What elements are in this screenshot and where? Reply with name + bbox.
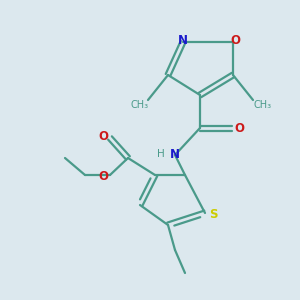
Text: S: S xyxy=(209,208,217,221)
Text: O: O xyxy=(234,122,244,134)
Text: H: H xyxy=(157,149,165,159)
Text: N: N xyxy=(178,34,188,47)
Text: O: O xyxy=(98,130,108,142)
Text: O: O xyxy=(230,34,240,47)
Text: O: O xyxy=(98,170,108,184)
Text: CH₃: CH₃ xyxy=(131,100,149,110)
Text: N: N xyxy=(170,148,180,161)
Text: CH₃: CH₃ xyxy=(254,100,272,110)
